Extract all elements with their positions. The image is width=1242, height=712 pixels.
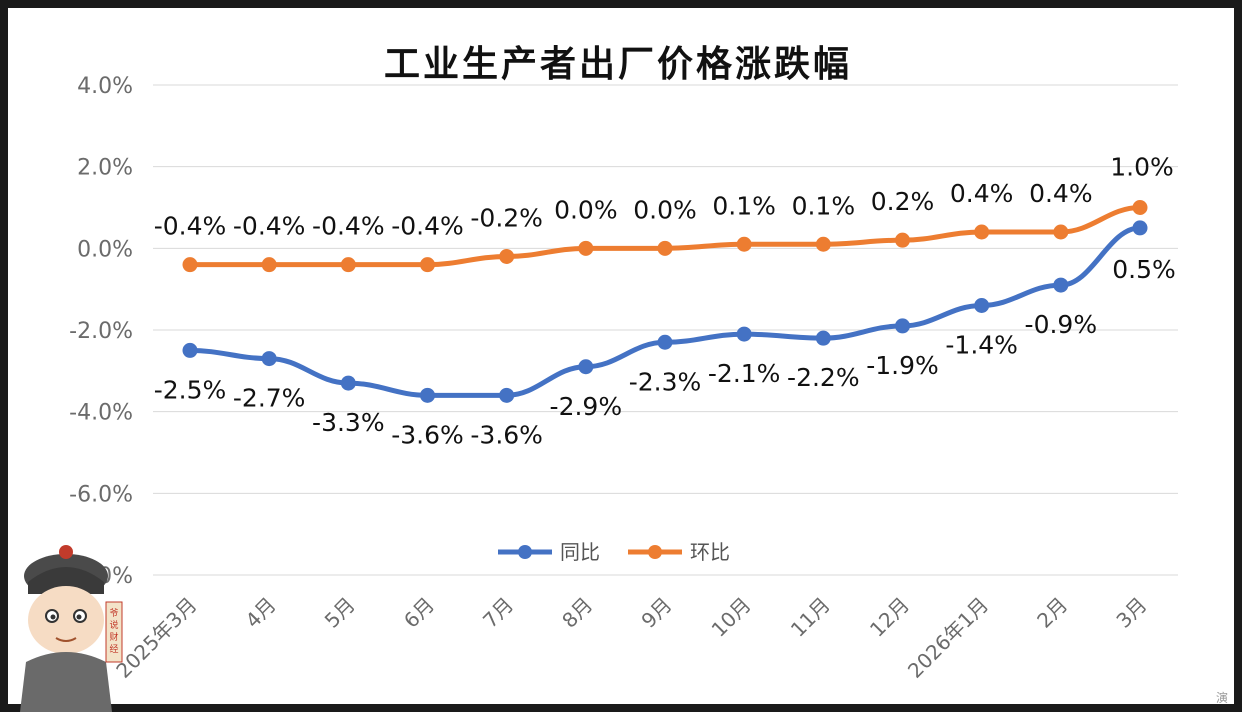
data-label-yoy: -2.2% [787,363,860,392]
y-tick-label: 2.0% [77,156,133,181]
data-label-mom: -0.4% [391,212,464,241]
data-label-mom: -0.4% [312,212,385,241]
chart-svg: 工业生产者出厂价格涨跌幅 4.0% 2.0% 0.0% -2.0% -4.0% -6.0%… [69,44,1178,683]
corner-glyph: 演 [1216,690,1228,704]
point-mom [420,257,435,273]
chart-title: 工业生产者出厂价格涨跌幅 [384,44,852,85]
x-tick-label: 10月 [707,593,756,642]
x-tick-label: 11月 [786,593,835,642]
data-label-yoy: -3.3% [312,408,385,437]
data-label-yoy: -1.9% [866,351,939,380]
point-mom [736,236,752,252]
x-tick-label: 2月 [1032,593,1072,633]
point-yoy [420,387,435,403]
x-tick-label: 7月 [478,593,518,633]
point-yoy [261,351,277,367]
point-yoy [895,318,910,334]
point-mom [657,240,673,256]
legend-label-yoy: 同比 [560,540,600,564]
x-tick-label: 12月 [865,593,914,642]
data-label-mom: 1.0% [1110,153,1174,182]
point-mom [261,257,277,273]
point-yoy [657,334,673,350]
point-mom [182,257,198,273]
chart-frame: 工业生产者出厂价格涨跌幅 4.0% 2.0% 0.0% -2.0% -4.0% -6.0%… [8,8,1234,712]
y-axis-ticks: 4.0%2.0%0.0%-2.0%-4.0%-6.0%-8.0% [69,74,133,589]
y-tick-label: -4.0% [69,401,133,426]
data-label-mom: 0.4% [950,179,1014,208]
point-mom [1053,224,1069,240]
stamp-char-2: 说 [109,619,118,631]
x-tick-label: 8月 [557,593,597,633]
y-tick-label: 0.0% [77,237,133,262]
data-label-yoy: -2.3% [629,367,702,396]
data-label-yoy: -2.5% [154,375,227,404]
point-mom [974,224,990,240]
data-label-mom: 0.2% [871,187,935,216]
data-label-yoy: -2.1% [708,359,781,388]
data-label-mom: -0.2% [470,204,543,233]
data-label-mom: 0.1% [712,191,776,220]
data-label-mom: 0.0% [554,195,618,224]
point-yoy [499,387,515,403]
stamp-char-4: 经 [109,643,118,655]
point-yoy [182,342,198,358]
x-tick-label: 9月 [636,593,676,633]
x-tick-label: 6月 [399,593,439,633]
point-mom [895,232,910,248]
point-mom [578,240,594,256]
y-tick-label: -6.0% [69,482,133,507]
series-layer [182,200,1148,403]
data-label-mom: 0.4% [1029,179,1093,208]
data-label-layer: -0.4% -0.4% -0.4% -0.4% -0.2% 0.0% 0.0% 0.1% 0.1… [154,153,1176,450]
point-yoy [736,326,752,342]
mascot-watermark-icon: 爷 说 财 经 [20,545,123,712]
point-mom [1132,200,1148,215]
data-label-yoy: 0.5% [1112,255,1176,284]
point-mom [340,257,356,273]
data-label-yoy: -0.9% [1025,310,1098,339]
corner-watermark: 演 [1216,690,1228,704]
data-label-yoy: -2.9% [550,392,623,421]
point-yoy [1053,277,1069,293]
stamp-char-3: 财 [109,631,118,643]
x-tick-label: 3月 [1111,593,1151,633]
y-tick-label: 4.0% [77,74,133,99]
legend-marker-yoy [518,545,532,559]
data-label-mom: 0.0% [633,195,697,224]
point-yoy [974,298,990,313]
data-label-mom: -0.4% [154,212,227,241]
x-tick-label: 4月 [241,593,281,633]
point-mom [499,249,515,264]
point-yoy [340,375,356,391]
x-tick-label: 5月 [320,593,360,633]
data-label-yoy: -2.7% [233,384,306,413]
data-label-mom: -0.4% [233,212,306,241]
stamp-char-1: 爷 [109,607,118,619]
data-label-yoy: -3.6% [391,420,464,449]
x-tick-label: 2026年1月 [903,593,993,683]
data-label-yoy: -3.6% [470,420,543,449]
point-yoy [815,330,831,346]
point-yoy [578,359,594,375]
y-tick-label: -2.0% [69,319,133,344]
legend-label-mom: 环比 [690,540,730,564]
legend-marker-mom [648,545,662,559]
legend: 同比 环比 [498,540,730,564]
data-label-yoy: -1.4% [945,331,1018,360]
point-yoy [1132,220,1148,236]
point-mom [815,236,831,252]
data-label-mom: 0.1% [792,191,856,220]
